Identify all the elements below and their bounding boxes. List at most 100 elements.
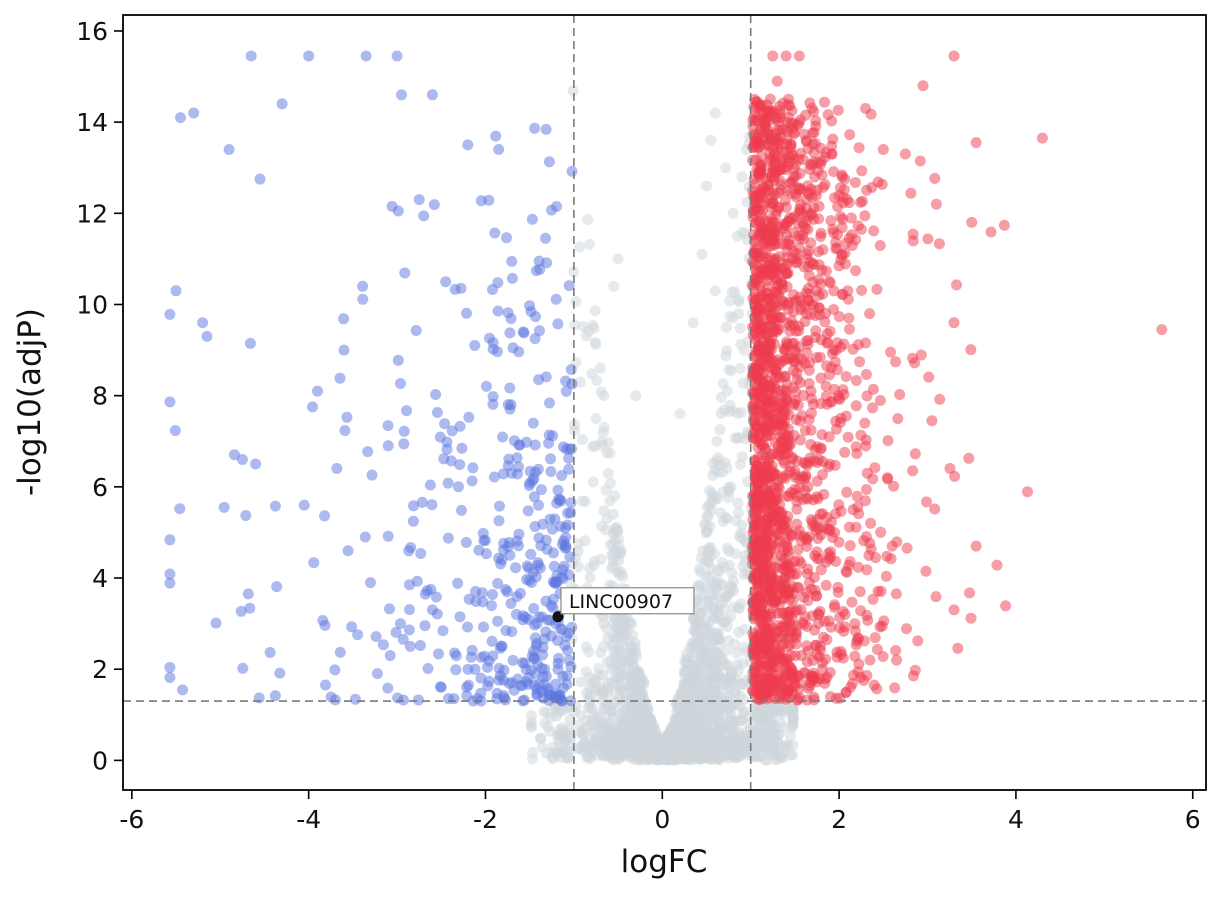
data-point bbox=[907, 465, 919, 477]
data-point bbox=[492, 578, 504, 589]
data-point bbox=[433, 648, 444, 660]
data-point bbox=[749, 199, 761, 210]
data-point bbox=[795, 604, 807, 616]
data-point bbox=[338, 344, 350, 356]
data-point bbox=[430, 389, 442, 400]
data-point bbox=[589, 440, 601, 452]
data-point bbox=[487, 391, 499, 403]
data-point bbox=[802, 683, 814, 694]
data-point bbox=[454, 459, 466, 471]
data-point bbox=[612, 566, 624, 578]
data-point bbox=[240, 510, 252, 521]
data-point bbox=[602, 468, 614, 480]
data-point bbox=[890, 588, 902, 600]
data-point bbox=[325, 691, 337, 703]
data-point bbox=[892, 413, 904, 425]
data-point bbox=[855, 223, 867, 235]
data-point bbox=[587, 726, 599, 738]
data-point bbox=[912, 635, 924, 647]
data-point bbox=[808, 106, 820, 118]
data-point bbox=[753, 751, 765, 763]
data-point bbox=[793, 207, 805, 219]
data-point bbox=[482, 661, 493, 673]
data-point bbox=[487, 284, 498, 295]
data-point bbox=[756, 289, 768, 301]
data-point bbox=[811, 546, 823, 558]
data-point bbox=[771, 124, 783, 136]
data-point bbox=[1156, 324, 1168, 336]
data-point bbox=[828, 166, 839, 178]
data-point bbox=[589, 676, 601, 688]
data-point bbox=[929, 503, 941, 515]
data-point bbox=[543, 156, 555, 168]
data-point bbox=[874, 621, 886, 633]
data-point bbox=[851, 448, 863, 459]
data-point bbox=[835, 211, 847, 223]
data-point bbox=[836, 222, 848, 234]
data-point bbox=[398, 438, 410, 450]
data-point bbox=[803, 295, 815, 307]
data-point bbox=[197, 317, 209, 329]
data-point bbox=[856, 165, 868, 177]
data-point bbox=[921, 496, 932, 508]
data-point bbox=[236, 454, 248, 465]
data-point bbox=[737, 560, 749, 572]
data-point bbox=[636, 718, 648, 730]
data-point bbox=[747, 280, 758, 291]
data-point bbox=[426, 604, 438, 616]
data-point bbox=[542, 721, 554, 733]
data-point bbox=[859, 495, 871, 507]
data-point bbox=[494, 642, 506, 654]
data-point bbox=[737, 694, 749, 706]
data-point bbox=[785, 177, 796, 189]
data-point bbox=[733, 308, 745, 320]
data-point bbox=[826, 115, 838, 127]
data-point bbox=[174, 503, 186, 515]
data-point bbox=[555, 495, 567, 507]
data-point bbox=[803, 364, 815, 376]
data-point bbox=[948, 50, 960, 62]
data-point bbox=[753, 299, 764, 311]
data-point bbox=[707, 594, 719, 606]
data-point bbox=[724, 399, 736, 411]
data-point bbox=[844, 323, 855, 335]
data-point bbox=[828, 227, 840, 239]
data-point bbox=[312, 385, 323, 397]
data-point bbox=[730, 548, 742, 560]
data-point bbox=[527, 417, 539, 429]
data-point bbox=[869, 632, 881, 644]
data-point bbox=[826, 148, 838, 160]
data-point bbox=[820, 380, 832, 392]
data-point bbox=[805, 424, 817, 436]
data-point bbox=[718, 616, 730, 628]
data-point bbox=[820, 653, 832, 665]
data-point bbox=[771, 626, 783, 638]
data-point bbox=[752, 567, 764, 578]
data-point bbox=[498, 690, 510, 702]
data-point bbox=[810, 590, 822, 602]
data-point bbox=[434, 431, 446, 443]
data-point bbox=[531, 689, 543, 701]
data-point bbox=[802, 180, 814, 192]
data-point bbox=[821, 634, 833, 646]
data-point bbox=[732, 497, 744, 509]
data-point bbox=[568, 266, 580, 278]
data-point bbox=[858, 635, 870, 647]
data-point bbox=[859, 417, 871, 429]
data-point bbox=[687, 640, 698, 652]
data-point bbox=[825, 691, 836, 703]
data-point bbox=[830, 344, 842, 356]
data-point bbox=[824, 396, 836, 408]
data-point bbox=[608, 280, 620, 292]
data-point bbox=[574, 376, 586, 388]
data-point bbox=[747, 597, 758, 609]
data-point bbox=[885, 346, 896, 358]
data-point bbox=[864, 308, 876, 320]
data-point bbox=[733, 626, 745, 638]
data-point bbox=[770, 542, 782, 554]
data-point bbox=[523, 480, 535, 492]
data-point bbox=[872, 585, 884, 597]
data-point bbox=[852, 339, 864, 351]
data-point bbox=[771, 704, 783, 716]
data-point bbox=[759, 643, 771, 655]
